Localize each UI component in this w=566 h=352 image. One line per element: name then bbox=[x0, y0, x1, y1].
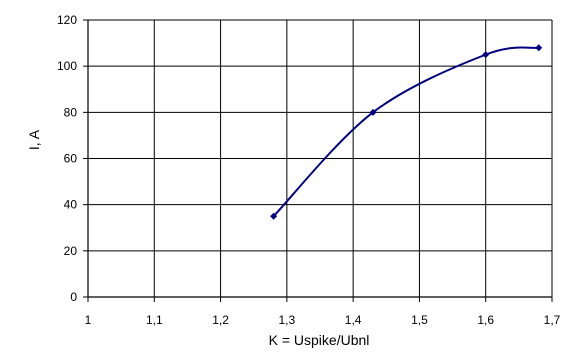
x-tick-label: 1,2 bbox=[212, 313, 229, 327]
y-tick-label: 120 bbox=[57, 13, 77, 27]
x-tick-label: 1,4 bbox=[345, 313, 362, 327]
data-point-marker bbox=[535, 44, 543, 52]
x-tick-label: 1,7 bbox=[544, 313, 561, 327]
series-group bbox=[270, 44, 543, 220]
y-tick-labels: 0 20 40 60 80 100 120 bbox=[57, 13, 77, 304]
x-axis-title: K = Uspike/Ubnl bbox=[269, 332, 370, 348]
y-tick-label: 80 bbox=[64, 105, 78, 119]
y-tick-label: 0 bbox=[70, 290, 77, 304]
data-point-marker bbox=[369, 108, 377, 116]
x-tick-labels: 1 1,1 1,2 1,3 1,4 1,5 1,6 1,7 bbox=[85, 313, 561, 327]
y-tick-label: 40 bbox=[64, 198, 78, 212]
x-tick-label: 1 bbox=[85, 313, 92, 327]
axes bbox=[83, 19, 553, 302]
y-tick-label: 100 bbox=[57, 59, 77, 73]
data-point-marker bbox=[482, 51, 490, 59]
x-tick-label: 1,3 bbox=[279, 313, 296, 327]
x-tick-label: 1,1 bbox=[146, 313, 163, 327]
y-axis-title: I, A bbox=[26, 129, 42, 150]
series-line bbox=[272, 46, 539, 217]
grid-lines bbox=[87, 19, 553, 298]
x-tick-label: 1,6 bbox=[477, 313, 494, 327]
x-tick-label: 1,5 bbox=[411, 313, 428, 327]
data-point-marker bbox=[270, 212, 278, 220]
y-tick-label: 20 bbox=[64, 244, 78, 258]
y-tick-label: 60 bbox=[64, 152, 78, 166]
